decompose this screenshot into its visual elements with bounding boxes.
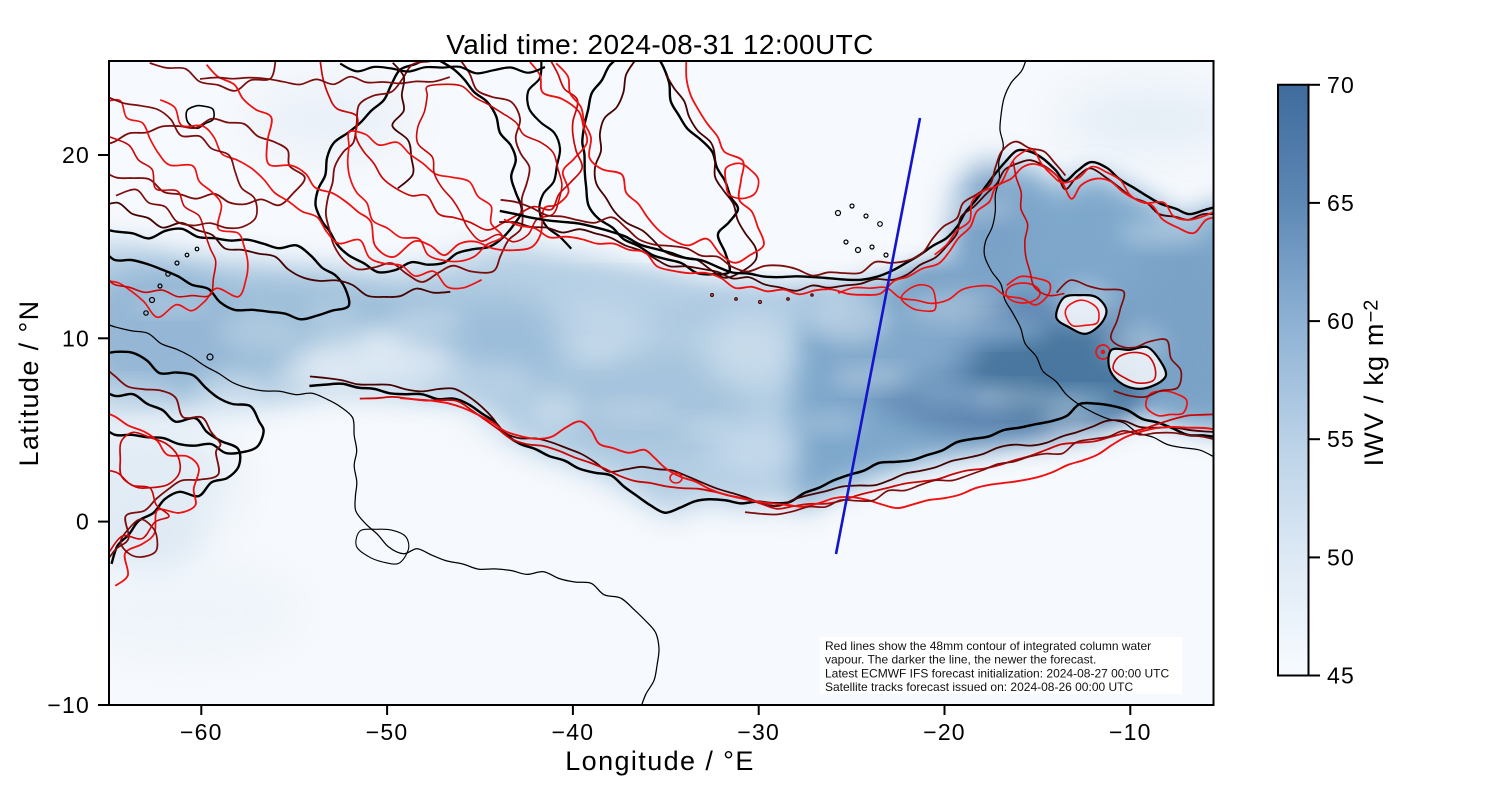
svg-text:−10: −10 [1109, 719, 1152, 745]
svg-text:Valid time: 2024-08-31 12:00UT: Valid time: 2024-08-31 12:00UTC [446, 29, 873, 60]
svg-text:−40: −40 [552, 719, 595, 745]
svg-text:−10: −10 [47, 692, 90, 718]
svg-text:vapour. The darker the line, t: vapour. The darker the line, the newer t… [825, 653, 1096, 667]
svg-text:−30: −30 [737, 719, 780, 745]
svg-text:70: 70 [1327, 72, 1355, 98]
svg-text:55: 55 [1327, 426, 1355, 452]
svg-text:0: 0 [76, 509, 90, 535]
svg-text:10: 10 [62, 325, 90, 351]
svg-text:Longitude / °E: Longitude / °E [565, 746, 755, 776]
svg-text:50: 50 [1327, 544, 1355, 570]
svg-text:−60: −60 [180, 719, 223, 745]
svg-text:Red lines show the 48mm contou: Red lines show the 48mm contour of integ… [825, 639, 1151, 653]
svg-text:−20: −20 [923, 719, 966, 745]
svg-text:45: 45 [1327, 663, 1355, 689]
svg-text:Satellite tracks forecast issu: Satellite tracks forecast issued on: 202… [825, 680, 1133, 694]
svg-text:65: 65 [1327, 190, 1355, 216]
svg-text:Latitude / °N: Latitude / °N [14, 299, 44, 466]
svg-text:20: 20 [62, 142, 90, 168]
svg-text:IWV / kg m−2: IWV / kg m−2 [1359, 300, 1389, 467]
svg-text:−50: −50 [366, 719, 409, 745]
svg-text:60: 60 [1327, 308, 1355, 334]
svg-text:Latest ECMWF IFS forecast init: Latest ECMWF IFS forecast initialization… [825, 666, 1169, 680]
